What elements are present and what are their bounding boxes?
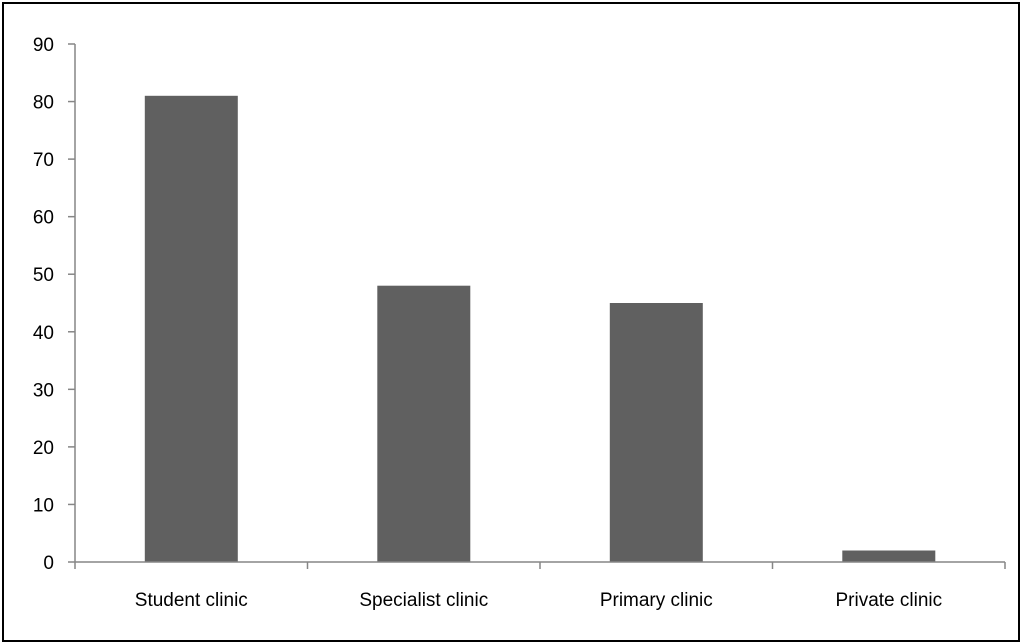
bar-private-clinic	[842, 550, 936, 562]
bar-primary-clinic	[609, 303, 703, 562]
x-tick-label: Primary clinic	[600, 590, 713, 611]
x-tick-label: Student clinic	[135, 590, 248, 611]
bars-layer	[144, 95, 936, 563]
bar-specialist-clinic	[377, 285, 471, 562]
y-tick-label: 60	[33, 208, 54, 229]
y-tick-label: 30	[33, 380, 54, 401]
labels-layer: 0 10 20 30 40 50 60 70 80 90 Student clinic Special…	[33, 35, 942, 611]
axes-layer	[68, 43, 1006, 569]
bar-student-clinic	[144, 95, 238, 563]
y-tick-label: 70	[33, 150, 54, 171]
y-tick-label: 80	[33, 93, 54, 114]
y-tick-label: 0	[43, 553, 54, 574]
y-tick-label: 90	[33, 35, 54, 56]
y-tick-label: 20	[33, 438, 54, 459]
y-tick-label: 10	[33, 495, 54, 516]
y-tick-label: 50	[33, 265, 54, 286]
x-tick-label: Private clinic	[835, 590, 942, 611]
y-tick-label: 40	[33, 323, 54, 344]
x-tick-label: Specialist clinic	[359, 590, 488, 611]
bar-chart: 0 10 20 30 40 50 60 70 80 90 Student clinic Special…	[33, 35, 1006, 611]
